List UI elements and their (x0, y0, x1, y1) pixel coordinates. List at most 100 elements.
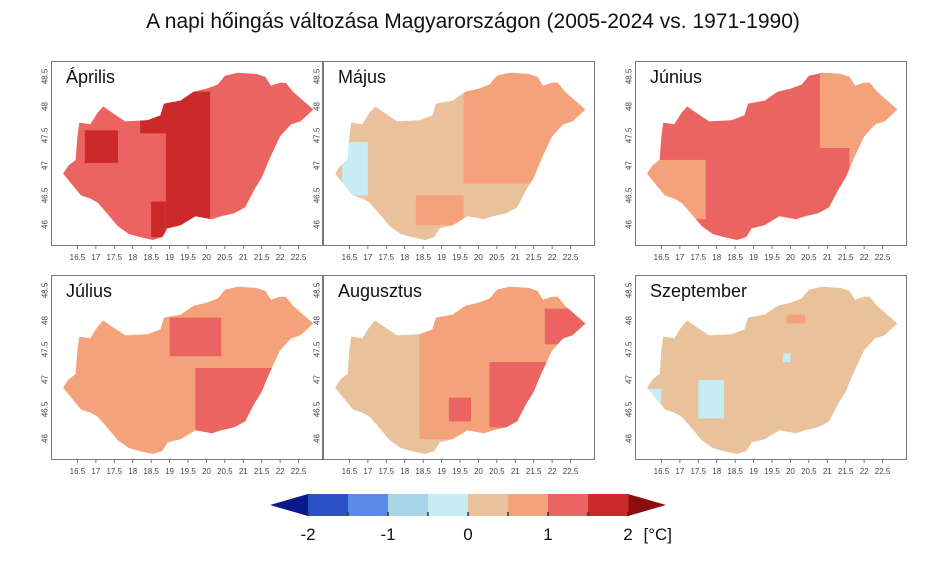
x-tick-label: 20 (474, 467, 483, 476)
y-tick-label: 48.5 (40, 282, 50, 299)
x-tick-label: 16.5 (654, 467, 670, 476)
x-tick-label: 21.5 (526, 467, 542, 476)
y-tick-label: 46.5 (40, 187, 50, 203)
x-tick-label: 18 (128, 467, 137, 476)
y-tick-label: 47 (624, 374, 634, 384)
y-tick-label: 48 (624, 315, 634, 325)
y-tick-label: 46.5 (312, 187, 322, 203)
y-tick-label: 47.5 (624, 341, 634, 358)
anomaly-zone (84, 130, 118, 163)
x-tick-label: 19 (437, 467, 446, 476)
x-tick-label: 20.5 (801, 253, 817, 262)
x-tick-label: 22 (860, 467, 869, 476)
plot-frame (323, 61, 595, 246)
x-tick-label: 22.5 (563, 253, 579, 262)
anomaly-zone (489, 362, 560, 428)
x-tick-label: 18 (400, 467, 409, 476)
x-tick-label: 16.5 (70, 467, 86, 476)
y-tick-label: 47.5 (624, 127, 634, 144)
x-tick-label: 20 (202, 253, 211, 262)
legend-swatch (588, 494, 629, 516)
x-tick-label: 18.5 (415, 253, 431, 262)
x-tick-label: 17 (363, 253, 372, 262)
x-tick-label: 21.5 (254, 253, 270, 262)
base-field (647, 286, 898, 455)
x-tick-label: 21 (511, 467, 520, 476)
y-tick-label: 47.5 (312, 127, 322, 144)
x-tick-label: 22 (276, 467, 285, 476)
anomaly-zone (786, 314, 806, 324)
x-tick-label: 22.5 (875, 253, 891, 262)
y-tick-label: 46.5 (624, 401, 634, 417)
x-tick-label: 18.5 (415, 467, 431, 476)
y-tick-label: 47 (312, 160, 322, 170)
y-tick-label: 48 (624, 101, 634, 111)
x-tick-label: 22.5 (563, 467, 579, 476)
x-tick-label: 20.5 (801, 467, 817, 476)
anomaly-zone (195, 368, 273, 440)
x-tick-label: 17.5 (378, 467, 394, 476)
x-tick-label: 18.5 (143, 467, 159, 476)
y-tick-label: 48.5 (40, 68, 50, 85)
anomaly-zone (463, 72, 586, 184)
x-tick-label: 18.5 (727, 253, 743, 262)
x-tick-label: 21.5 (838, 253, 854, 262)
month-label: Július (63, 281, 116, 302)
anomaly-zone (849, 148, 883, 196)
x-tick-label: 18 (712, 467, 721, 476)
map-panel: 16.5 17 17.5 18 18.5 19 19.5 20 20.5 21 21.5 22 22.5… (313, 61, 595, 265)
legend-swatch (508, 494, 549, 516)
y-tick-label: 48.5 (312, 68, 322, 85)
x-tick-label: 20.5 (217, 253, 233, 262)
heatmap-map: 16.5 17 17.5 18 18.5 19 19.5 20 20.5 21 21.5 22 22.5 (51, 275, 323, 476)
x-tick-label: 19 (437, 253, 446, 262)
legend-tick-label: 2 (623, 525, 632, 544)
x-tick-label: 22 (860, 253, 869, 262)
anomaly-zone (647, 159, 706, 220)
anomaly-zone (448, 397, 471, 422)
x-tick-label: 20 (786, 253, 795, 262)
x-tick-label: 19.5 (180, 467, 196, 476)
y-tick-label: 46 (624, 434, 634, 444)
anomaly-zone (165, 91, 211, 229)
x-tick-label: 20 (786, 467, 795, 476)
legend-colorbar: -2 -1 0 1 2 [°C] (270, 494, 672, 544)
x-tick-label: 21.5 (254, 467, 270, 476)
y-tick-label: 48.5 (312, 282, 322, 299)
x-tick-label: 19 (749, 467, 758, 476)
plot-frame (51, 275, 323, 460)
month-label: Szeptember (647, 281, 751, 302)
x-tick-label: 20 (202, 467, 211, 476)
y-tick-label: 46 (312, 434, 322, 444)
y-tick-label: 48 (312, 315, 322, 325)
x-tick-label: 22.5 (291, 253, 307, 262)
x-tick-label: 18 (400, 253, 409, 262)
x-tick-label: 16.5 (342, 253, 358, 262)
x-tick-label: 17 (363, 467, 372, 476)
y-tick-label: 46.5 (312, 401, 322, 417)
color-legend: -2 -1 0 1 2 [°C] (268, 490, 688, 570)
month-label: Június (647, 67, 706, 88)
x-tick-label: 17.5 (690, 253, 706, 262)
y-tick-label: 46 (40, 220, 50, 230)
x-tick-label: 20.5 (489, 253, 505, 262)
x-tick-label: 21 (239, 467, 248, 476)
x-tick-label: 16.5 (654, 253, 670, 262)
y-tick-label: 48 (40, 315, 50, 325)
page-title: A napi hőingás változása Magyarországon … (146, 10, 800, 33)
y-tick-label: 46 (624, 220, 634, 230)
legend-tick-label: 1 (543, 525, 552, 544)
anomaly-zone (544, 308, 586, 345)
legend-swatch (388, 494, 429, 516)
x-tick-label: 19.5 (452, 253, 468, 262)
x-tick-label: 22 (276, 253, 285, 262)
x-tick-label: 22 (548, 253, 557, 262)
y-tick-label: 48.5 (624, 282, 634, 299)
x-tick-label: 22.5 (875, 467, 891, 476)
y-tick-label: 47 (40, 374, 50, 384)
x-tick-label: 22.5 (291, 467, 307, 476)
x-tick-label: 17.5 (378, 253, 394, 262)
x-tick-label: 18 (128, 253, 137, 262)
x-tick-label: 21 (823, 253, 832, 262)
y-tick-label: 47 (624, 160, 634, 170)
